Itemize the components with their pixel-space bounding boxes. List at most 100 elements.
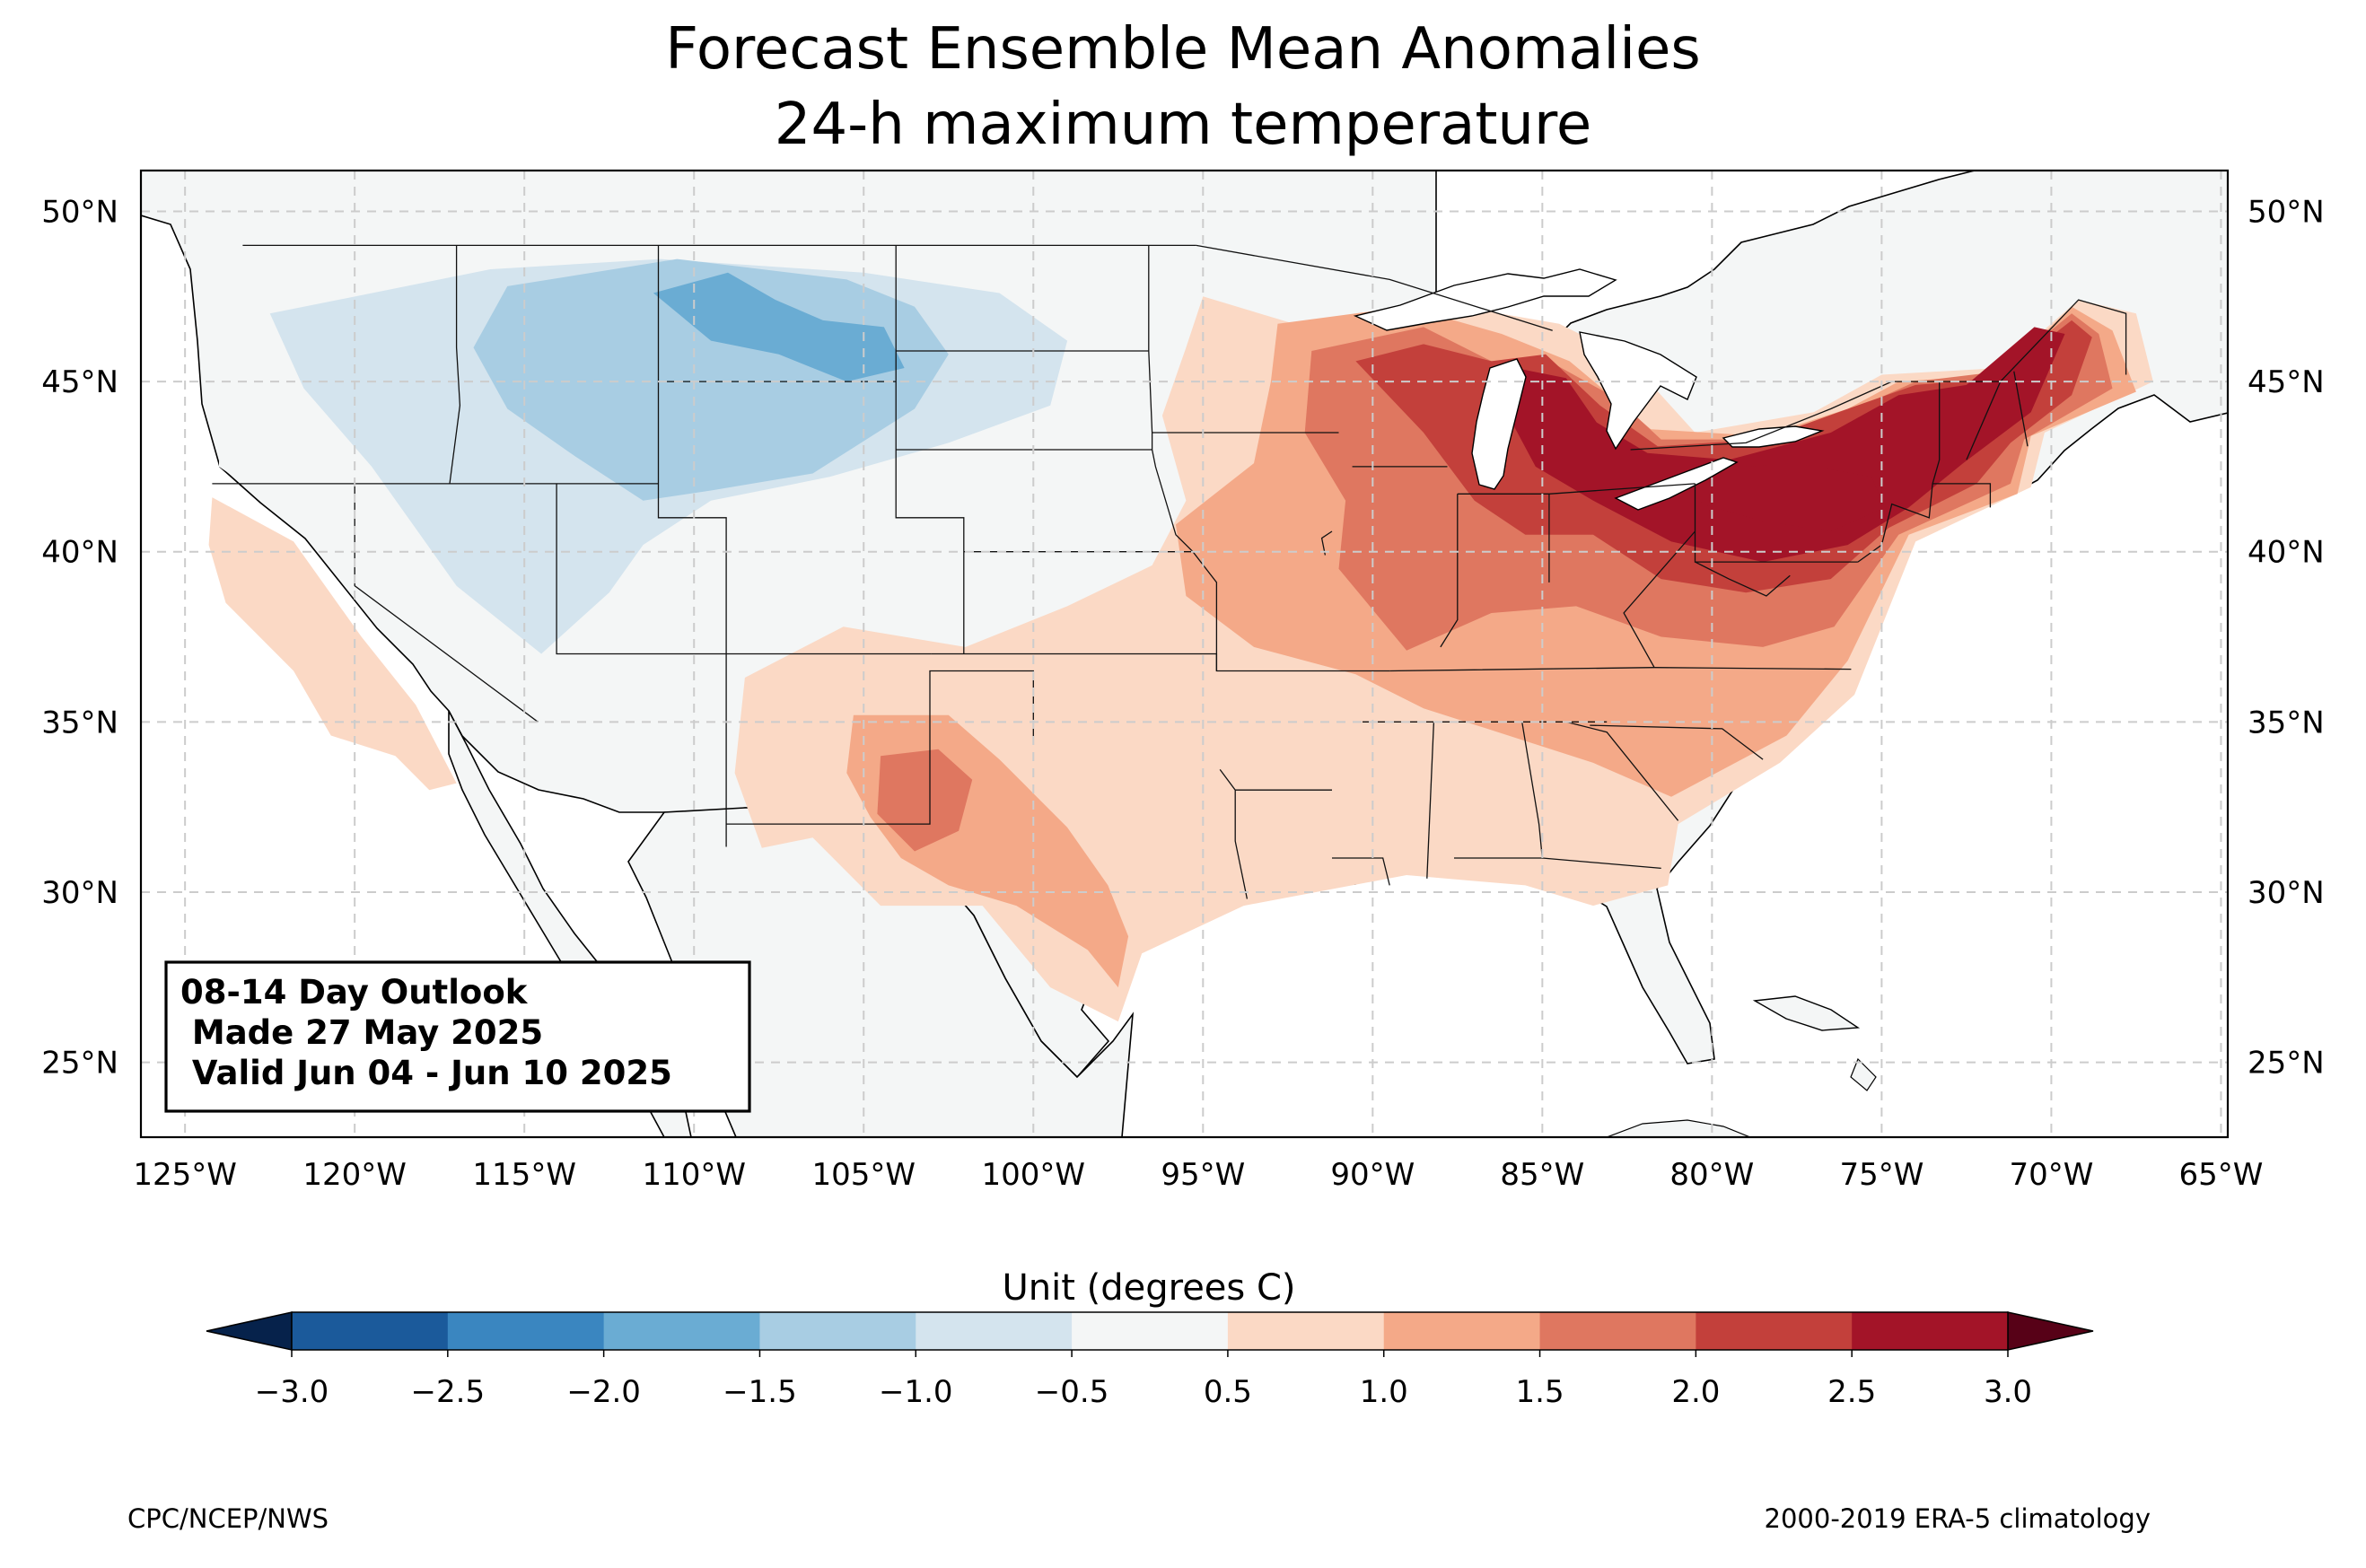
colorbar-tick-label-10: 2.5 (1827, 1374, 1876, 1410)
border-line-32 (1542, 857, 1661, 870)
colorbar-tick-label-1: −2.5 (411, 1374, 486, 1410)
colorbar-tick-label-6: 0.5 (1204, 1374, 1252, 1410)
border-line-27 (2013, 371, 2029, 447)
credit-right: 2000-2019 ERA-5 climatology (1765, 1503, 2151, 1534)
lon-tick-label-12: 65°W (2178, 1157, 2263, 1193)
anomaly-region-2 (473, 258, 949, 501)
colorbar-tick-label-0: −3.0 (255, 1374, 329, 1410)
border-line-9 (556, 483, 932, 655)
lon-tick-label-9: 80°W (1669, 1157, 1754, 1193)
anomaly-region-5 (208, 497, 457, 791)
border-line-16 (1219, 769, 1249, 899)
map-frame (139, 169, 2230, 1139)
credit-left: CPC/NCEP/NWS (127, 1503, 329, 1534)
border-line-3 (449, 245, 461, 484)
lon-tick-label-10: 75°W (1839, 1157, 1923, 1193)
colorbar-tick-label-8: 1.5 (1516, 1374, 1564, 1410)
title-line-1: Forecast Ensemble Mean Anomalies (665, 16, 1700, 83)
colorbar-swatch-6 (1227, 1312, 1385, 1350)
border-line-36 (1332, 857, 1390, 886)
border-line-25 (1932, 483, 1992, 508)
lake-erie (1614, 457, 1739, 511)
lat-tick-label-right-4: 45°N (2248, 364, 2325, 400)
colorbar-swatch-2 (603, 1312, 761, 1350)
colorbar-swatch-9 (1696, 1312, 1853, 1350)
border-line-33 (1565, 721, 1679, 821)
lat-tick-label-right-0: 25°N (2248, 1046, 2325, 1082)
lon-tick-label-0: 125°W (133, 1157, 237, 1193)
border-line-7 (895, 245, 965, 654)
border-line-31 (1454, 722, 1544, 859)
border-line-18 (1320, 530, 1333, 556)
border-line-38 (1695, 561, 1791, 597)
lat-tick-label-right-5: 50°N (2248, 195, 2325, 231)
colorbar-swatch-10 (1852, 1312, 2009, 1350)
colorbar-label: Unit (degrees C) (1002, 1267, 1295, 1309)
anomaly-region-3 (653, 272, 905, 382)
lat-tick-label-left-5: 50°N (41, 195, 118, 231)
colorbar-tick-label-5: −0.5 (1035, 1374, 1109, 1410)
colorbar-frame (291, 1311, 2009, 1351)
title-line-2: 24-h maximum temperature (775, 92, 1592, 158)
border-line-26 (1966, 381, 2002, 460)
lat-tick-label-left-1: 30°N (41, 875, 118, 911)
lake-superior (1353, 268, 1617, 331)
border-line-37 (1623, 530, 1696, 669)
colorbar-swatch-0 (292, 1312, 449, 1350)
lat-tick-label-left-0: 25°N (41, 1046, 118, 1082)
colorbar-tick-label-3: −1.5 (723, 1374, 797, 1410)
colorbar-swatches: −3.0 −2.5 −2.0 −1.5 −1.0 −0.5 0.5 1.0 1.5 2.0 2.5 3… (206, 1311, 2094, 1410)
colorbar-tick-label-4: −1.0 (879, 1374, 953, 1410)
outlook-box: 08-14 Day Outlook Made 27 May 2025 Valid… (164, 960, 751, 1113)
lon-tick-label-6: 95°W (1161, 1157, 1245, 1193)
lat-tick-label-right-3: 40°N (2248, 535, 2325, 571)
colorbar-swatch-8 (1539, 1312, 1696, 1350)
colorbar-swatch-7 (1383, 1312, 1541, 1350)
lat-tick-label-left-2: 35°N (41, 705, 118, 740)
lon-tick-label-11: 70°W (2009, 1157, 2093, 1193)
lat-tick-label-left-3: 40°N (41, 535, 118, 571)
lat-tick-label-right-1: 30°N (2248, 875, 2325, 911)
anomaly-region-12 (1695, 463, 1886, 531)
outlook-title: 08-14 Day Outlook (180, 973, 529, 1012)
outlook-box-frame (164, 960, 751, 1113)
lat-tick-label-right-2: 35°N (2248, 705, 2325, 740)
anomaly-region-9 (877, 749, 973, 852)
map-tick-labels: 125°W 120°W 115°W 110°W 105°W 100°W 95°W 90°W 85… (41, 195, 2324, 1193)
lon-tick-label-4: 105°W (811, 1157, 916, 1193)
outlook-valid-range: Valid Jun 04 - Jun 10 2025 (180, 1054, 672, 1092)
colorbar-extend-low (206, 1311, 293, 1351)
lon-tick-label-3: 110°W (642, 1157, 746, 1193)
border-line-2 (1630, 299, 2127, 451)
bahamas (1850, 1057, 1877, 1091)
lon-tick-label-8: 85°W (1500, 1157, 1584, 1193)
outlook-made-date: Made 27 May 2025 (180, 1013, 543, 1052)
cuba-south (1606, 1119, 1751, 1137)
colorbar-tick-label-7: 1.0 (1360, 1374, 1408, 1410)
border-line-15 (1148, 245, 1218, 671)
colorbar-tick-label-11: 3.0 (1984, 1374, 2032, 1410)
colorbar-swatch-1 (447, 1312, 605, 1350)
border-line-1 (1196, 244, 1553, 331)
lon-tick-label-5: 100°W (982, 1157, 1086, 1193)
border-line-34 (1590, 724, 1764, 760)
lon-tick-label-7: 90°W (1330, 1157, 1415, 1193)
lat-tick-label-left-4: 45°N (41, 364, 118, 400)
colorbar: Unit (degrees C) −3.0 −2.5 −2.0 −1.5 −1.0 −0.… (206, 1267, 2094, 1410)
border-line-13 (726, 670, 1034, 825)
colorbar-extend-high (2007, 1311, 2094, 1351)
lakes-layer (1353, 268, 1825, 511)
colorbar-tick-label-2: −2.0 (566, 1374, 641, 1410)
border-line-21 (1440, 494, 1459, 648)
cuba (1752, 995, 1861, 1031)
colorbar-tick-label-9: 2.0 (1671, 1374, 1720, 1410)
colorbar-swatch-3 (759, 1312, 916, 1350)
colorbar-swatch-4 (916, 1312, 1073, 1350)
lake-huron (1579, 331, 1697, 451)
border-line-30 (1426, 722, 1435, 879)
lon-tick-label-2: 115°W (472, 1157, 576, 1193)
colorbar-swatch-5 (1072, 1312, 1229, 1350)
lake-michigan (1471, 358, 1527, 490)
